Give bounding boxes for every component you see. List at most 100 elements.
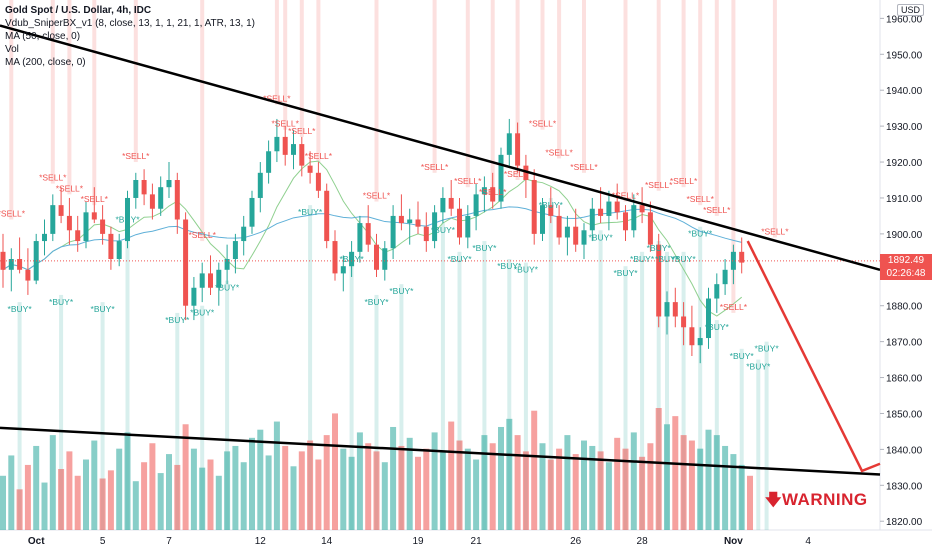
candle-body — [17, 259, 23, 270]
y-axis-label: 1920.00 — [886, 158, 923, 169]
volume-bar — [514, 435, 521, 530]
currency-button[interactable]: USD — [896, 4, 924, 16]
candle-body — [448, 197, 454, 209]
candle-body — [66, 215, 72, 231]
volume-bar — [581, 440, 587, 530]
volume-bar — [166, 454, 172, 530]
x-axis-label: Oct — [28, 536, 45, 547]
candle-body — [365, 223, 371, 245]
candle — [540, 197, 545, 242]
candle-body — [523, 165, 529, 180]
candle — [706, 287, 711, 349]
candle-body — [515, 133, 521, 166]
symbol-title[interactable]: Gold Spot / U.S. Dollar, 4h, IDC — [5, 5, 152, 16]
candle-body — [58, 205, 64, 216]
buy-signal-label: *BUY* — [431, 225, 456, 235]
volume-bar — [730, 454, 737, 530]
candle — [224, 244, 230, 285]
sell-signal-label: *SELL* — [421, 162, 449, 172]
sell-signal-column — [623, 0, 628, 202]
sell-signal-label: *SELL* — [81, 194, 109, 204]
volume-bar — [290, 466, 297, 530]
volume-bar — [257, 429, 264, 530]
sell-signal-label: *SELL* — [39, 173, 67, 183]
candle — [232, 233, 238, 274]
candle — [174, 172, 180, 234]
candle-body — [158, 187, 164, 209]
buy-signal-label: *BUY* — [472, 243, 497, 253]
sell-signal-column — [698, 0, 703, 206]
volume-bar — [8, 455, 15, 530]
volume-bar — [107, 470, 114, 530]
candle — [58, 187, 64, 224]
volume-bar — [282, 445, 289, 530]
volume-bar — [614, 437, 621, 530]
candle-body — [216, 269, 222, 288]
x-axis-label: 12 — [255, 536, 267, 547]
volume-bar — [132, 481, 139, 530]
buy-signal-column — [623, 266, 628, 530]
volume-bar — [672, 416, 679, 530]
candle — [125, 190, 130, 249]
candle-body — [722, 269, 728, 285]
candle-body — [581, 230, 587, 245]
volume-bar — [398, 445, 405, 530]
candle — [573, 208, 579, 252]
candle-body — [606, 201, 612, 216]
candle-body — [116, 241, 122, 260]
candle-body — [506, 133, 512, 155]
x-axis-label: 19 — [412, 536, 424, 547]
candle — [556, 205, 562, 245]
candle-body — [531, 180, 537, 234]
candle — [299, 136, 305, 177]
candle — [274, 118, 280, 163]
candle — [349, 241, 355, 277]
candle — [714, 273, 720, 313]
candle-body — [232, 241, 238, 260]
sell-signal-label: *SELL* — [263, 94, 291, 104]
candle-body — [681, 316, 687, 328]
candle-body — [689, 327, 695, 346]
sell-signal-label: *SELL* — [529, 119, 557, 129]
indicator-volume-label[interactable]: Vol — [5, 44, 19, 55]
sell-signal-column — [515, 0, 520, 180]
sell-signal-column — [283, 0, 288, 130]
indicator-ma200-label[interactable]: MA (200, close, 0) — [5, 57, 86, 68]
candle-body — [25, 269, 31, 281]
volume-bar — [572, 454, 579, 530]
upper-trendline — [0, 24, 881, 272]
sell-signal-column — [731, 0, 736, 313]
volume-bar — [124, 432, 131, 530]
sell-signal-column — [9, 0, 14, 220]
buy-signal-column — [225, 280, 230, 530]
volume-bar — [439, 451, 446, 530]
volume-bar — [340, 448, 347, 530]
indicator-sniper-label[interactable]: Vdub_SniperBX_v1 (8, close, 13, 1, 1, 21… — [5, 18, 255, 29]
y-axis-label: 1830.00 — [886, 481, 923, 492]
candle — [50, 194, 56, 242]
down-arrow-icon: 🡇 — [765, 492, 782, 509]
volume-bar — [431, 432, 438, 530]
sell-signal-label: *SELL* — [363, 191, 391, 201]
candle — [589, 197, 595, 242]
buy-signal-column — [59, 294, 64, 530]
candle-body — [423, 226, 429, 242]
candle-body — [706, 298, 711, 339]
sell-signal-label: *SELL* — [479, 187, 507, 197]
candle — [432, 205, 438, 249]
candle-body — [656, 244, 662, 317]
volume-bar — [481, 435, 488, 530]
candle — [266, 140, 272, 184]
buy-signal-label: *BUY* — [539, 200, 564, 210]
volume-bar — [547, 459, 554, 530]
x-axis-label: 26 — [570, 536, 582, 547]
sell-signal-label: *SELL* — [122, 151, 150, 161]
buy-signal-column — [764, 341, 769, 530]
volume-bar — [332, 413, 338, 530]
candle-body — [75, 230, 81, 242]
y-axis-label: 1930.00 — [886, 122, 923, 133]
candle — [324, 183, 330, 249]
indicator-ma50-label[interactable]: MA (50, close, 0) — [5, 31, 81, 42]
sell-signal-column — [582, 0, 586, 173]
